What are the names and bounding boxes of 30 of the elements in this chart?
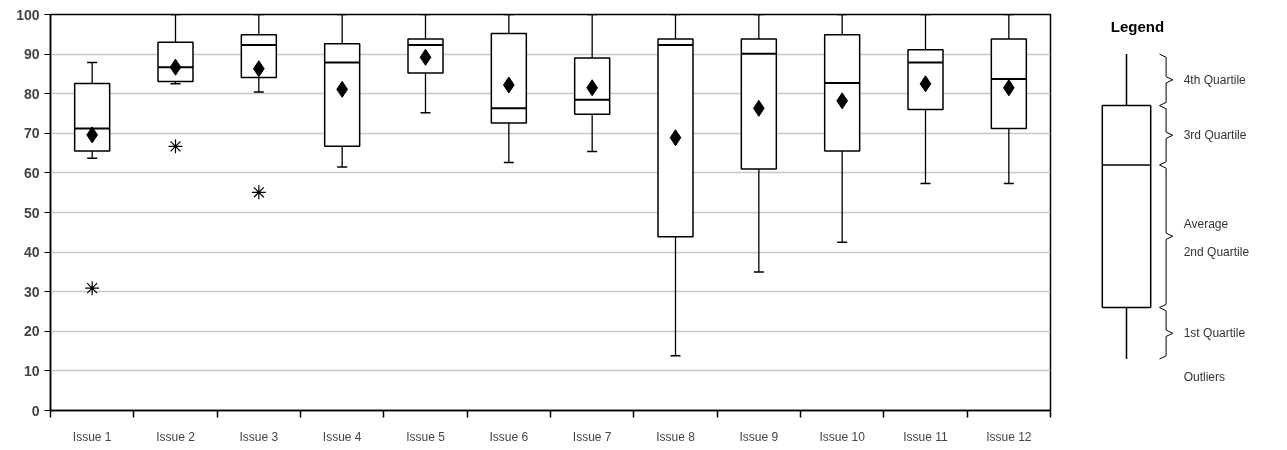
y-tick-label: 60 (23, 164, 40, 181)
text: 4th Quartile (1183, 72, 1247, 87)
x-tick-label: Issue 3 (239, 429, 279, 444)
x-tick-label: Issue 4 (322, 429, 362, 444)
y-tick-label: 90 (23, 46, 40, 63)
x-tick-label: Issue 1 (72, 429, 112, 444)
y-tick-label: 70 (23, 125, 40, 142)
text: 1st Quartile (1183, 326, 1246, 341)
x-tick-label: Issue 5 (406, 429, 446, 444)
x-tick-label: Issue 9 (739, 429, 779, 444)
text: Outliers (1183, 369, 1226, 384)
legend-title: Legend (1110, 17, 1165, 35)
y-tick-label: 10 (23, 362, 40, 379)
text: 2nd Quartile (1183, 245, 1250, 260)
x-tick-label: Issue 8 (656, 429, 696, 444)
text: Average (1183, 217, 1229, 232)
text: 3rd Quartile (1183, 128, 1247, 143)
y-tick-label: 100 (16, 6, 40, 23)
y-tick-label: 50 (23, 204, 40, 221)
y-tick-label: 40 (23, 244, 40, 261)
y-tick-label: 80 (23, 85, 40, 102)
x-tick-label: Issue 10 (819, 429, 866, 444)
x-tick-label: Issue 7 (572, 429, 612, 444)
x-tick-label: Issue 11 (903, 429, 949, 444)
x-tick-label: Issue 12 (986, 429, 1032, 444)
y-tick-label: 30 (23, 283, 40, 300)
y-tick-label: 20 (23, 323, 40, 340)
x-tick-label: Issue 2 (156, 429, 196, 444)
y-tick-label: 0 (31, 402, 40, 419)
x-tick-label: Issue 6 (489, 429, 529, 444)
